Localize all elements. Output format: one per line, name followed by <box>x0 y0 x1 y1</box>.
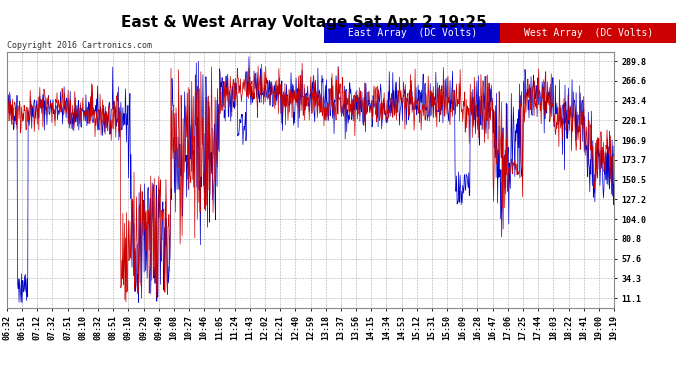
Text: East & West Array Voltage Sat Apr 2 19:25: East & West Array Voltage Sat Apr 2 19:2… <box>121 15 486 30</box>
Text: East Array  (DC Volts): East Array (DC Volts) <box>348 28 477 38</box>
Text: Copyright 2016 Cartronics.com: Copyright 2016 Cartronics.com <box>7 41 152 50</box>
Text: West Array  (DC Volts): West Array (DC Volts) <box>524 28 653 38</box>
